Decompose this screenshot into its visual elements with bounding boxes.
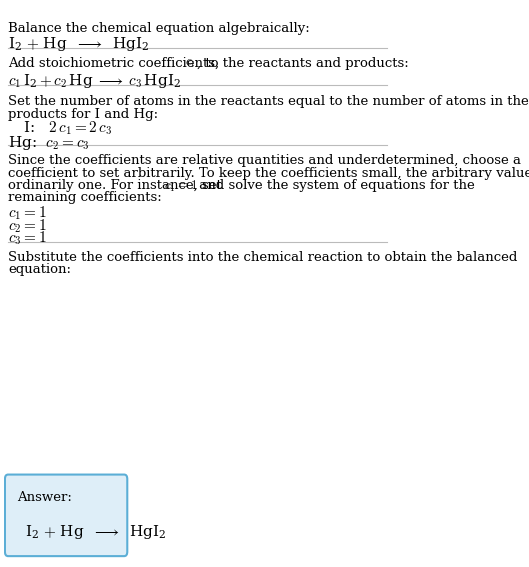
Text: $c_i$: $c_i$ xyxy=(185,57,196,70)
Text: Since the coefficients are relative quantities and underdetermined, choose a: Since the coefficients are relative quan… xyxy=(8,154,521,167)
Text: $c_2 = 1$: $c_2 = 1$ xyxy=(8,217,47,235)
Text: Substitute the coefficients into the chemical reaction to obtain the balanced: Substitute the coefficients into the che… xyxy=(8,251,517,264)
Text: $\mathregular{I_2}$ $+$ Hg $\;\longrightarrow\;$ $\mathregular{HgI_2}$: $\mathregular{I_2}$ $+$ Hg $\;\longright… xyxy=(25,523,167,540)
Text: $c_1 = 1$: $c_1 = 1$ xyxy=(163,179,197,194)
Text: and solve the system of equations for the: and solve the system of equations for th… xyxy=(195,179,475,192)
Text: Set the number of atoms in the reactants equal to the number of atoms in the: Set the number of atoms in the reactants… xyxy=(8,95,529,108)
Text: ordinarily one. For instance, set: ordinarily one. For instance, set xyxy=(8,179,226,192)
Text: Answer:: Answer: xyxy=(17,492,72,504)
Text: Hg:  $c_2 = c_3$: Hg: $c_2 = c_3$ xyxy=(8,134,89,152)
FancyBboxPatch shape xyxy=(5,475,127,556)
Text: Balance the chemical equation algebraically:: Balance the chemical equation algebraica… xyxy=(8,22,310,35)
Text: $c_1\,\mathregular{I_2} + c_2\,\mathregular{Hg} \;\longrightarrow\; c_3\,\mathre: $c_1\,\mathregular{I_2} + c_2\,\mathregu… xyxy=(8,73,181,90)
Text: $c_1 = 1$: $c_1 = 1$ xyxy=(8,204,47,222)
Text: equation:: equation: xyxy=(8,264,71,276)
Text: I:   $2\,c_1 = 2\,c_3$: I: $2\,c_1 = 2\,c_3$ xyxy=(23,120,112,137)
Text: remaining coefficients:: remaining coefficients: xyxy=(8,191,162,204)
Text: $\mathregular{I_2}$ $+$ Hg $\;\longrightarrow\;$ $\mathregular{HgI_2}$: $\mathregular{I_2}$ $+$ Hg $\;\longright… xyxy=(8,36,150,53)
Text: $c_3 = 1$: $c_3 = 1$ xyxy=(8,230,47,247)
Text: coefficient to set arbitrarily. To keep the coefficients small, the arbitrary va: coefficient to set arbitrarily. To keep … xyxy=(8,167,529,180)
Text: Add stoichiometric coefficients,: Add stoichiometric coefficients, xyxy=(8,57,223,70)
Text: , to the reactants and products:: , to the reactants and products: xyxy=(197,57,408,70)
Text: products for I and Hg:: products for I and Hg: xyxy=(8,108,158,121)
